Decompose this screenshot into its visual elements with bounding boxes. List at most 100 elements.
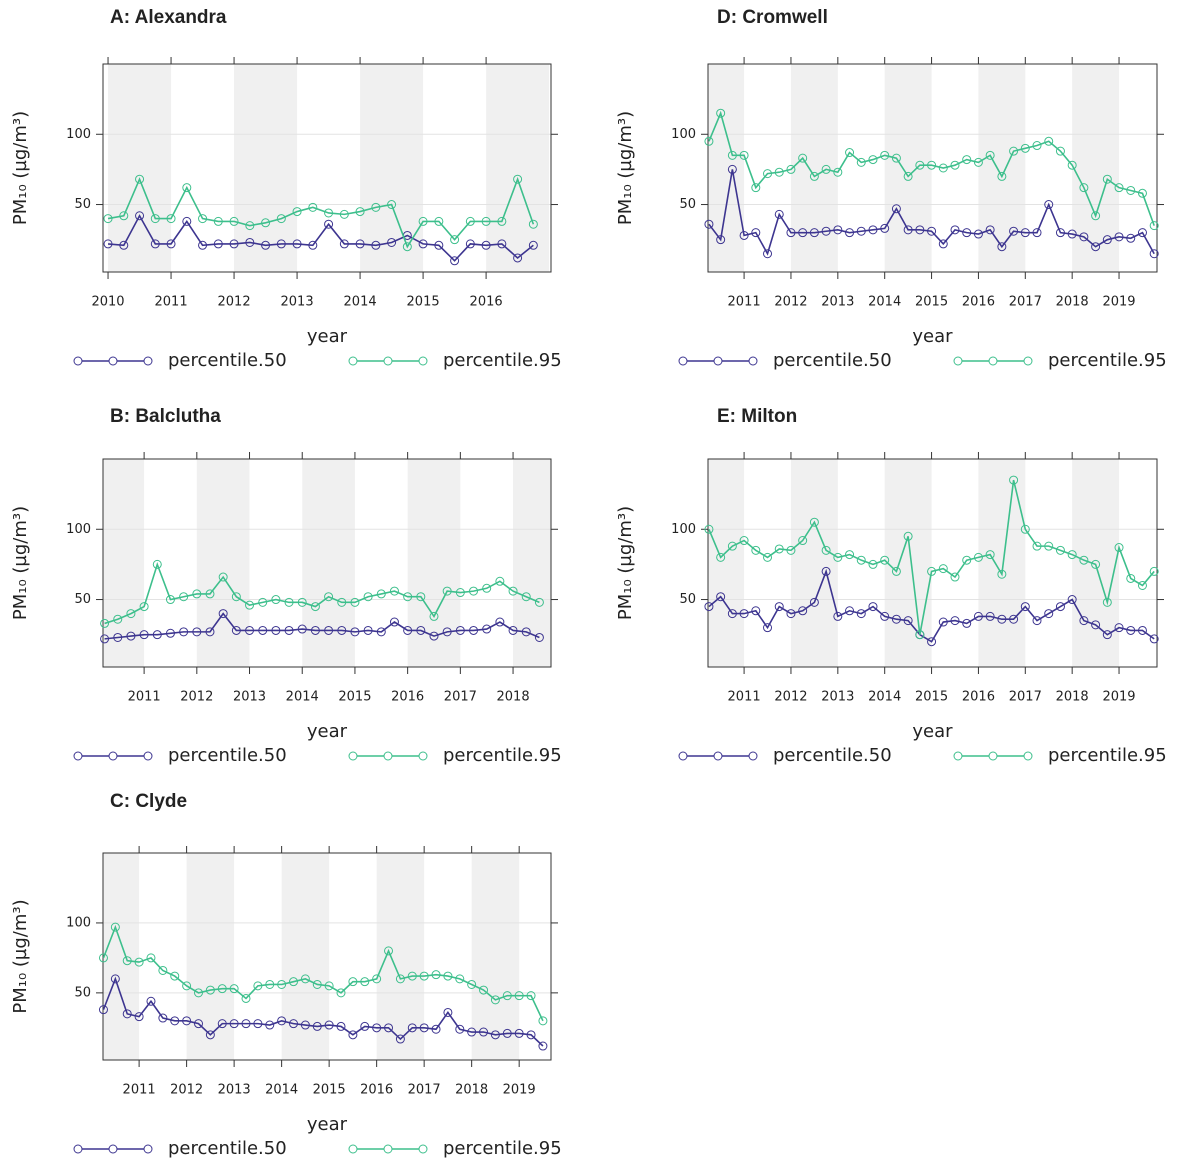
year-band [790,459,838,667]
data-point [938,163,948,173]
data-point [1032,228,1042,238]
data-point [205,589,215,599]
legend-marker [348,1144,358,1154]
data-point [339,209,349,219]
data-point [371,240,381,250]
data-point [429,611,439,621]
y-tick-label: 50 [679,197,696,212]
data-point [418,216,428,226]
data-point [170,971,180,981]
data-point [182,183,192,193]
data-point [179,627,189,637]
x-tick-label: 2015 [407,295,440,310]
x-tick-label: 2012 [218,295,251,310]
year-band [234,64,298,272]
data-point [389,586,399,596]
data-point [166,214,176,224]
data-point [139,630,149,640]
data-point [443,1007,453,1017]
y-tick-label: 100 [671,127,696,142]
data-point [261,218,271,228]
legend-label: percentile.50 [168,1138,287,1159]
data-point [1149,221,1159,231]
data-point [1020,602,1030,612]
year-band [376,853,425,1060]
data-point [217,984,227,994]
data-point [265,979,275,989]
year-band [108,64,172,272]
data-point [1009,475,1019,485]
data-point [739,536,749,546]
data-point [371,202,381,212]
x-axis-label: year [307,721,348,742]
data-point [833,611,843,621]
y-axis-label: PM₁₀ (µg/m³) [615,111,636,225]
data-point [727,150,737,160]
data-point [98,953,108,963]
data-point [355,239,365,249]
y-axis-label: PM₁₀ (µg/m³) [10,506,31,620]
data-point [1114,183,1124,193]
data-point [179,592,189,602]
legend-marker [748,751,758,761]
data-point [763,623,773,633]
series-line [102,924,544,1022]
data-point [469,625,479,635]
x-tick-label: 2015 [313,1083,346,1098]
data-point [312,979,322,989]
y-tick-label: 50 [74,985,91,1000]
data-point [973,611,983,621]
data-point [821,545,831,555]
data-point [241,993,251,1003]
data-point [407,971,417,981]
data-point [258,597,268,607]
x-tick-label: 2014 [344,295,377,310]
data-point [1126,233,1136,243]
legend-marker [348,356,358,366]
legend-marker [678,356,688,366]
y-axis-label: PM₁₀ (µg/m³) [10,899,31,1013]
data-point [1079,232,1089,242]
x-tick-label: 2015 [338,690,371,705]
data-point [416,592,426,602]
data-point [915,225,925,235]
year-band [884,459,932,667]
x-tick-label: 2016 [962,690,995,705]
data-point [856,157,866,167]
data-point [1102,630,1112,640]
data-point [310,602,320,612]
data-point [360,977,370,987]
data-point [98,1005,108,1015]
legend-marker [143,1144,153,1154]
data-point [716,108,726,118]
legend-marker [418,356,428,366]
data-point [903,616,913,626]
year-band [103,459,145,667]
series-line [104,561,540,625]
data-point [1055,146,1065,156]
data-point [165,595,175,605]
data-point [350,597,360,607]
data-point [384,946,394,956]
year-band [708,64,745,272]
x-tick-label: 2017 [1009,690,1042,705]
data-point [903,171,913,181]
data-point [973,229,983,239]
legend-marker [988,356,998,366]
x-tick-label: 2012 [180,690,213,705]
x-tick-label: 2016 [962,295,995,310]
data-point [915,630,925,640]
data-point [139,602,149,612]
data-point [751,228,761,238]
data-point [521,627,531,637]
legend-marker [953,356,963,366]
data-point [324,208,334,218]
x-tick-label: 2011 [123,1083,156,1098]
data-point [467,1027,477,1037]
data-point [284,625,294,635]
x-tick-label: 2013 [233,690,266,705]
legend-marker [383,1144,393,1154]
data-point [348,1030,358,1040]
legend-marker [73,356,83,366]
data-point [845,550,855,560]
